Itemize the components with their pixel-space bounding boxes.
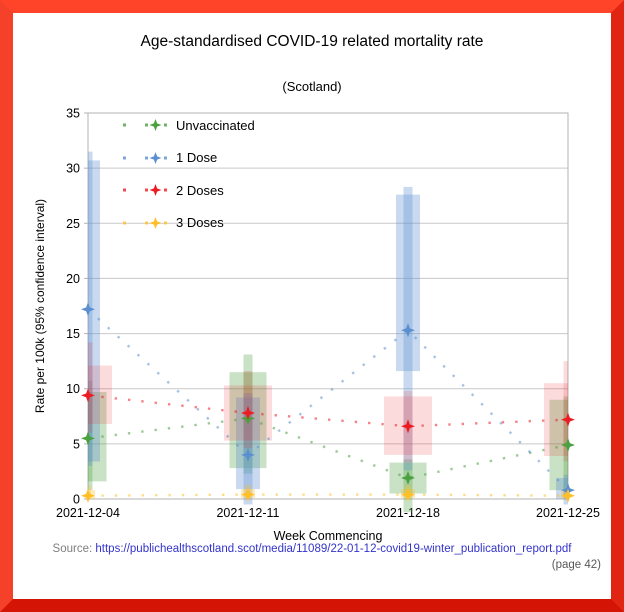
svg-text:10: 10: [66, 382, 80, 396]
svg-text:35: 35: [66, 107, 80, 121]
trend-lines: [88, 308, 568, 497]
svg-text:2021-12-25: 2021-12-25: [536, 506, 600, 520]
svg-text:2021-12-18: 2021-12-18: [376, 506, 440, 520]
svg-text:30: 30: [66, 162, 80, 176]
source-label: Source:: [52, 543, 93, 555]
trend-line-2 Doses: [88, 394, 568, 428]
legend-item-1-dose: 1 Dose: [120, 150, 255, 166]
trend-line-3 Doses: [88, 493, 568, 497]
legend-label: 1 Dose: [176, 150, 218, 165]
svg-text:15: 15: [66, 327, 80, 341]
chart-page: Age-standardised COVID-19 related mortal…: [13, 13, 611, 599]
trend-line-Unvaccinated: [88, 417, 568, 480]
svg-text:0: 0: [73, 493, 80, 507]
chart-legend: Unvaccinated 1 Dose 2 Doses 3 Doses: [120, 117, 255, 247]
svg-text:2021-12-11: 2021-12-11: [216, 506, 279, 520]
legend-marker-2-doses-icon: [123, 184, 167, 196]
ci-band-Unvaccinated: [88, 354, 568, 513]
legend-marker-3-doses-icon: [123, 216, 167, 229]
markers-2 Doses: [81, 388, 575, 434]
trend-line-1 Dose: [88, 308, 568, 492]
page-note: (page 42): [551, 559, 601, 571]
legend-item-3-doses: 3 Doses: [120, 215, 255, 231]
markers: [81, 302, 575, 503]
gridlines: [87, 112, 569, 500]
chart-title: Age-standardised COVID-19 related mortal…: [140, 33, 484, 50]
legend-marker-unvaccinated-icon: [123, 119, 167, 131]
legend-marker-1-dose-icon: [123, 151, 167, 164]
x-axis: 2021-12-04 2021-12-11 2021-12-18 2021-12-25: [56, 506, 600, 520]
ci-band-3 Doses: [88, 484, 568, 499]
legend-item-unvaccinated: Unvaccinated: [120, 117, 255, 133]
markers-3 Doses: [81, 487, 575, 503]
legend-label: Unvaccinated: [176, 117, 255, 133]
svg-text:25: 25: [66, 217, 80, 231]
chart-subtitle: (Scotland): [282, 79, 342, 94]
y-axis-title: Rate per 100k (95% confidence interval): [33, 198, 47, 414]
legend-label: 3 Doses: [176, 215, 224, 230]
svg-text:2021-12-04: 2021-12-04: [56, 506, 120, 520]
svg-text:20: 20: [66, 272, 80, 286]
x-axis-title: Week Commencing: [273, 529, 383, 543]
legend-item-2-doses: 2 Doses: [120, 182, 255, 198]
svg-text:5: 5: [73, 437, 80, 451]
y-axis: 0 5 10 15 20 25 30 35: [66, 107, 88, 507]
source-link[interactable]: https://publichealthscotland.scot/media/…: [95, 543, 572, 555]
markers-1 Dose: [81, 302, 575, 498]
source-line: Source: https://publichealthscotland.sco…: [13, 543, 611, 555]
legend-label: 2 Doses: [176, 182, 224, 198]
